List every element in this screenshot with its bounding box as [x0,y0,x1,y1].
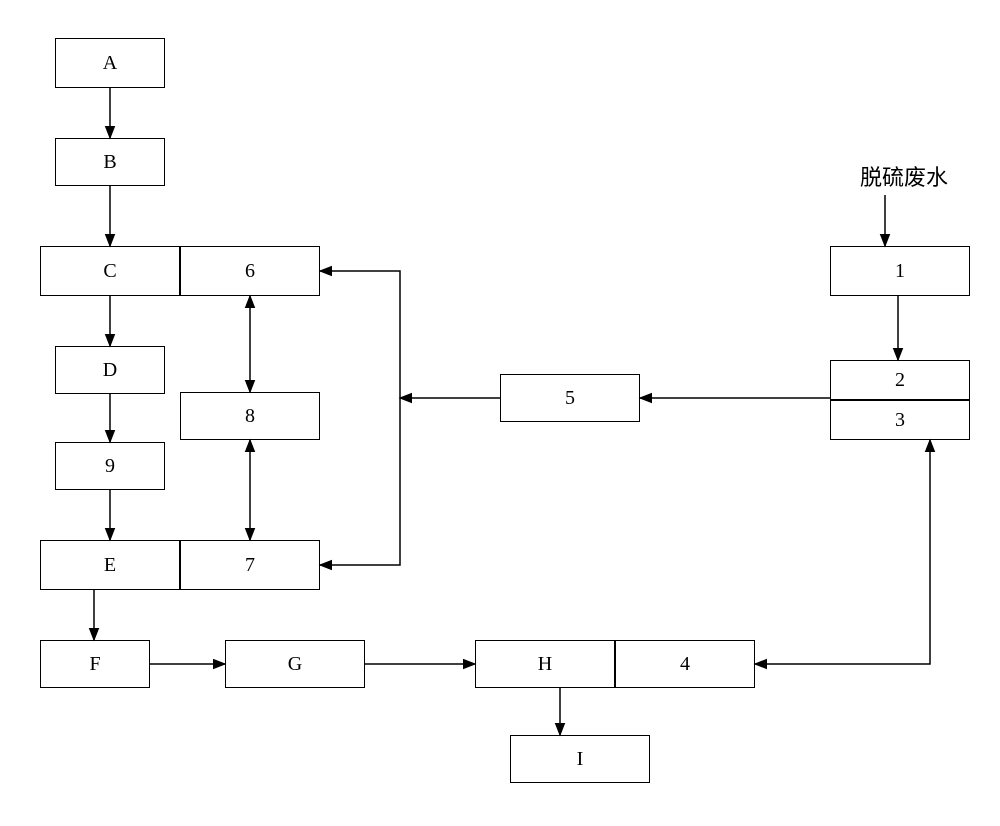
node-I: I [510,735,650,783]
node-9: 9 [55,442,165,490]
node-E: E [40,540,180,590]
node-4-label: 4 [680,653,690,676]
node-6: 6 [180,246,320,296]
node-A: A [55,38,165,88]
node-9-label: 9 [105,455,115,478]
node-I-label: I [577,748,584,771]
node-D: D [55,346,165,394]
node-H: H [475,640,615,688]
node-7-label: 7 [245,554,255,577]
node-3-label: 3 [895,409,905,432]
node-5-label: 5 [565,387,575,410]
node-2-label: 2 [895,369,905,392]
node-1: 1 [830,246,970,296]
node-5: 5 [500,374,640,422]
input-label: 脱硫废水 [860,160,948,192]
node-6-label: 6 [245,260,255,283]
node-B: B [55,138,165,186]
node-A-label: A [103,52,117,75]
node-G-label: G [288,653,302,676]
node-C-label: C [103,260,116,283]
node-F-label: F [89,653,100,676]
node-D-label: D [103,359,117,382]
node-3: 3 [830,400,970,440]
node-2: 2 [830,360,970,400]
node-F: F [40,640,150,688]
node-4: 4 [615,640,755,688]
node-C: C [40,246,180,296]
node-H-label: H [538,653,552,676]
node-7: 7 [180,540,320,590]
node-8: 8 [180,392,320,440]
node-8-label: 8 [245,405,255,428]
node-G: G [225,640,365,688]
node-E-label: E [104,554,116,577]
node-1-label: 1 [895,260,905,283]
node-B-label: B [103,151,116,174]
